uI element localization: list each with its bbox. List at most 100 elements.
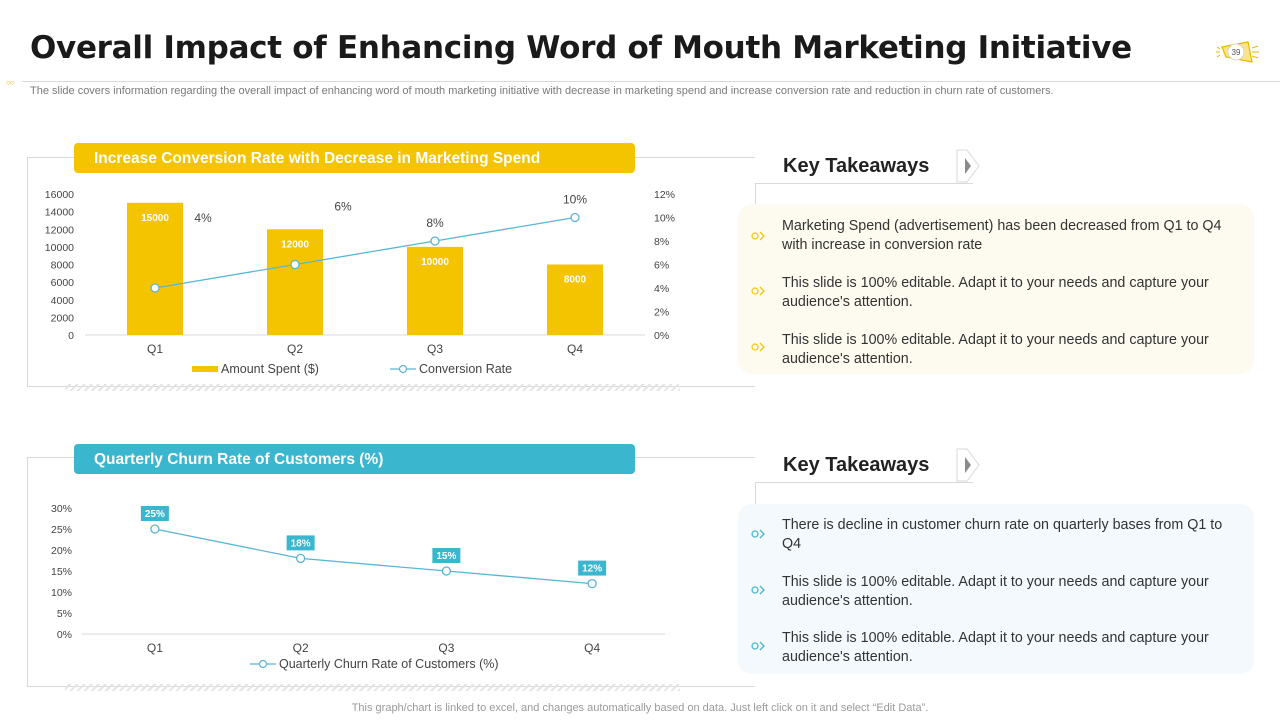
y-left-tick-label: 12000 [45, 224, 74, 236]
bar-data-label: 12000 [281, 239, 309, 250]
bar-q2 [267, 229, 323, 335]
churn-rate-line [154, 528, 593, 585]
churn-data-label: 25% [145, 509, 165, 520]
legend-label-amount: Amount Spent ($) [221, 362, 319, 376]
takeaway-item: This slide is 100% editable. Adapt it to… [782, 574, 1209, 609]
y-left-tick-label: 16000 [45, 189, 74, 201]
legend-marker-conversion [398, 364, 408, 374]
x-tick-label: Q1 [147, 641, 163, 655]
chart-title-spend: Increase Conversion Rate with Decrease i… [74, 143, 635, 173]
takeaway-item: This slide is 100% editable. Adapt it to… [782, 332, 1209, 367]
y-right-tick-label: 6% [654, 260, 669, 272]
line-data-label: 4% [194, 211, 212, 225]
data-label-badge [578, 560, 607, 576]
line-data-label: 6% [334, 200, 352, 214]
takeaway-item: This slide is 100% editable. Adapt it to… [782, 630, 1209, 665]
page-subtitle: The slide covers information regarding t… [30, 85, 1054, 97]
takeaway-item: There is decline in customer churn rate … [782, 517, 1223, 552]
x-tick-label: Q4 [567, 342, 583, 356]
y-left-tick-label: 10000 [45, 242, 74, 254]
footer-note: This graph/chart is linked to excel, and… [351, 702, 929, 714]
churn-rate-point [150, 524, 160, 534]
chevron-right-icon [956, 448, 980, 482]
churn-data-label: 15% [436, 551, 456, 562]
page-number-badge: 39 [1216, 41, 1259, 63]
decorative-dots: ○○ [6, 78, 15, 87]
y-tick-label: 20% [51, 545, 72, 557]
bullet-arrow-icon [751, 585, 765, 595]
chevron-right-icon [956, 149, 980, 183]
churn-data-label: 18% [291, 538, 311, 549]
churn-rate-point [441, 566, 452, 576]
x-tick-label: Q3 [427, 342, 443, 356]
key-takeaways-title-2: Key Takeaways [783, 454, 930, 476]
page-title: Overall Impact of Enhancing Word of Mout… [30, 30, 1132, 66]
takeaways-box-1: Marketing Spend (advertisement) has been… [738, 204, 1254, 374]
panel-hatch [65, 384, 680, 391]
y-tick-label: 5% [57, 608, 72, 620]
y-left-tick-label: 8000 [51, 260, 75, 272]
y-right-tick-label: 2% [654, 307, 669, 319]
legend-marker-churn [258, 659, 268, 669]
conversion-rate-point [430, 236, 440, 246]
churn-rate-chart[interactable]: 0% 5% 10% 15% 20% 25% 30% 25% 18% 15% 12% Q1 Q2 Q3 Q… [40, 495, 680, 680]
bullet-arrow-icon [751, 286, 765, 296]
x-tick-label: Q4 [584, 641, 600, 655]
bullet-arrow-icon [751, 641, 765, 651]
y-tick-label: 0% [57, 629, 72, 641]
bar-q4 [547, 264, 603, 335]
spend-conversion-chart[interactable]: 0 2000 4000 6000 8000 10000 12000 14000 16000 0%… [40, 180, 700, 385]
title-divider [22, 81, 1280, 82]
y-left-tick-label: 4000 [51, 295, 75, 307]
page-number: 39 [1232, 48, 1241, 57]
bar-data-label: 8000 [564, 275, 587, 286]
x-tick-label: Q3 [438, 641, 454, 655]
legend-swatch-amount [192, 366, 218, 372]
y-right-tick-label: 8% [654, 236, 669, 248]
takeaways-connector-vertical [755, 183, 756, 205]
chart-title-churn: Quarterly Churn Rate of Customers (%) [74, 444, 635, 474]
takeaways-connector-vertical [755, 482, 756, 504]
churn-data-label: 12% [582, 564, 602, 575]
bar-data-label: 15000 [141, 213, 169, 224]
x-tick-label: Q2 [287, 342, 303, 356]
legend-label-conversion: Conversion Rate [419, 362, 512, 376]
y-right-tick-label: 0% [654, 330, 669, 342]
y-tick-label: 15% [51, 566, 72, 578]
conversion-rate-point [570, 212, 580, 223]
y-right-tick-label: 12% [654, 189, 675, 201]
conversion-rate-point [290, 259, 300, 270]
y-left-tick-label: 6000 [51, 277, 75, 289]
x-tick-label: Q1 [147, 342, 163, 356]
line-data-label: 8% [426, 216, 444, 230]
legend-label-churn: Quarterly Churn Rate of Customers (%) [279, 657, 499, 671]
key-takeaways-title-1: Key Takeaways [783, 155, 930, 177]
bullet-arrow-icon [751, 231, 765, 241]
y-left-tick-label: 14000 [45, 207, 74, 219]
chart-legend: Amount Spent ($) Conversion Rate [192, 362, 512, 376]
y-tick-label: 25% [51, 524, 72, 536]
conversion-rate-point [150, 283, 160, 293]
x-tick-label: Q2 [293, 641, 309, 655]
y-tick-label: 30% [51, 503, 72, 515]
bullet-arrow-icon [751, 342, 765, 352]
bar-q3 [407, 246, 463, 335]
y-right-tick-label: 4% [654, 283, 669, 295]
takeaway-item: This slide is 100% editable. Adapt it to… [782, 275, 1209, 310]
y-left-tick-label: 2000 [51, 312, 75, 324]
bullet-arrow-icon [751, 529, 765, 539]
line-data-label: 10% [563, 193, 587, 207]
y-tick-label: 10% [51, 587, 72, 599]
data-label-badge [140, 506, 169, 521]
y-left-tick-label: 0 [68, 330, 74, 342]
panel-hatch [65, 684, 680, 691]
takeaways-box-2: There is decline in customer churn rate … [738, 504, 1254, 674]
churn-rate-point [587, 578, 597, 589]
conversion-rate-line [154, 216, 576, 289]
takeaways-connector [755, 183, 973, 184]
takeaway-item: Marketing Spend (advertisement) has been… [782, 218, 1222, 253]
churn-rate-point [295, 553, 306, 564]
y-right-tick-label: 10% [654, 213, 675, 225]
takeaways-connector [755, 482, 973, 483]
data-label-badge [286, 535, 315, 551]
